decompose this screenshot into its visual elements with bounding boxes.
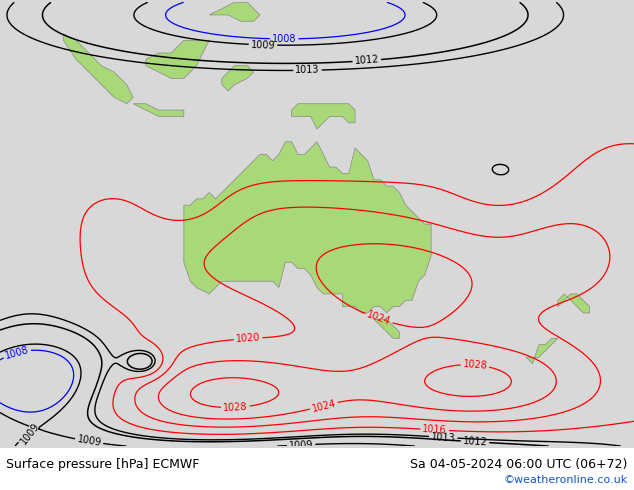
- Polygon shape: [63, 34, 133, 104]
- Polygon shape: [222, 66, 254, 91]
- Text: 1024: 1024: [366, 310, 392, 327]
- Text: 1009: 1009: [250, 40, 275, 50]
- Text: 1008: 1008: [272, 34, 296, 44]
- Text: 1012: 1012: [354, 55, 380, 67]
- Polygon shape: [209, 2, 260, 21]
- Text: 1013: 1013: [430, 432, 456, 443]
- Text: 1009: 1009: [288, 440, 314, 450]
- Text: 1008: 1008: [4, 344, 30, 361]
- Polygon shape: [526, 338, 558, 364]
- Text: 1012: 1012: [462, 436, 488, 447]
- Text: 1009: 1009: [18, 421, 41, 446]
- Text: 1020: 1020: [235, 333, 261, 344]
- Text: ©weatheronline.co.uk: ©weatheronline.co.uk: [503, 475, 628, 485]
- Text: 1016: 1016: [422, 424, 447, 436]
- Text: 1024: 1024: [311, 398, 337, 414]
- Polygon shape: [146, 40, 209, 78]
- Text: 1013: 1013: [295, 65, 320, 75]
- Text: Surface pressure [hPa] ECMWF: Surface pressure [hPa] ECMWF: [6, 458, 200, 471]
- Text: Sa 04-05-2024 06:00 UTC (06+72): Sa 04-05-2024 06:00 UTC (06+72): [410, 458, 628, 471]
- Polygon shape: [292, 104, 355, 129]
- Polygon shape: [558, 294, 590, 313]
- Polygon shape: [184, 142, 431, 313]
- Polygon shape: [374, 319, 399, 338]
- Polygon shape: [133, 104, 184, 117]
- Text: 1009: 1009: [76, 434, 102, 448]
- Text: 1028: 1028: [223, 402, 248, 413]
- Text: 1028: 1028: [462, 359, 488, 371]
